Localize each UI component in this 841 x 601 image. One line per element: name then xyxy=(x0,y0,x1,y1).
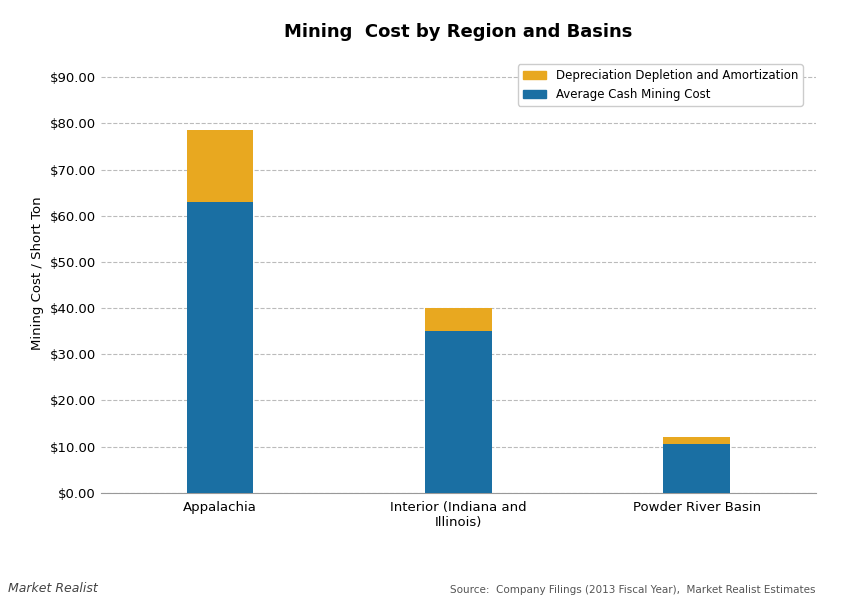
Y-axis label: Mining Cost / Short Ton: Mining Cost / Short Ton xyxy=(31,197,45,350)
Text: Source:  Company Filings (2013 Fiscal Year),  Market Realist Estimates: Source: Company Filings (2013 Fiscal Yea… xyxy=(450,585,816,595)
Title: Mining  Cost by Region and Basins: Mining Cost by Region and Basins xyxy=(284,23,632,41)
Bar xyxy=(425,308,492,331)
Text: Market Realist: Market Realist xyxy=(8,582,98,595)
Bar xyxy=(664,444,730,493)
Bar xyxy=(187,130,253,202)
Bar xyxy=(187,202,253,493)
Bar xyxy=(425,331,492,493)
Legend: Depreciation Depletion and Amortization, Average Cash Mining Cost: Depreciation Depletion and Amortization,… xyxy=(518,64,802,106)
Bar xyxy=(664,438,730,444)
